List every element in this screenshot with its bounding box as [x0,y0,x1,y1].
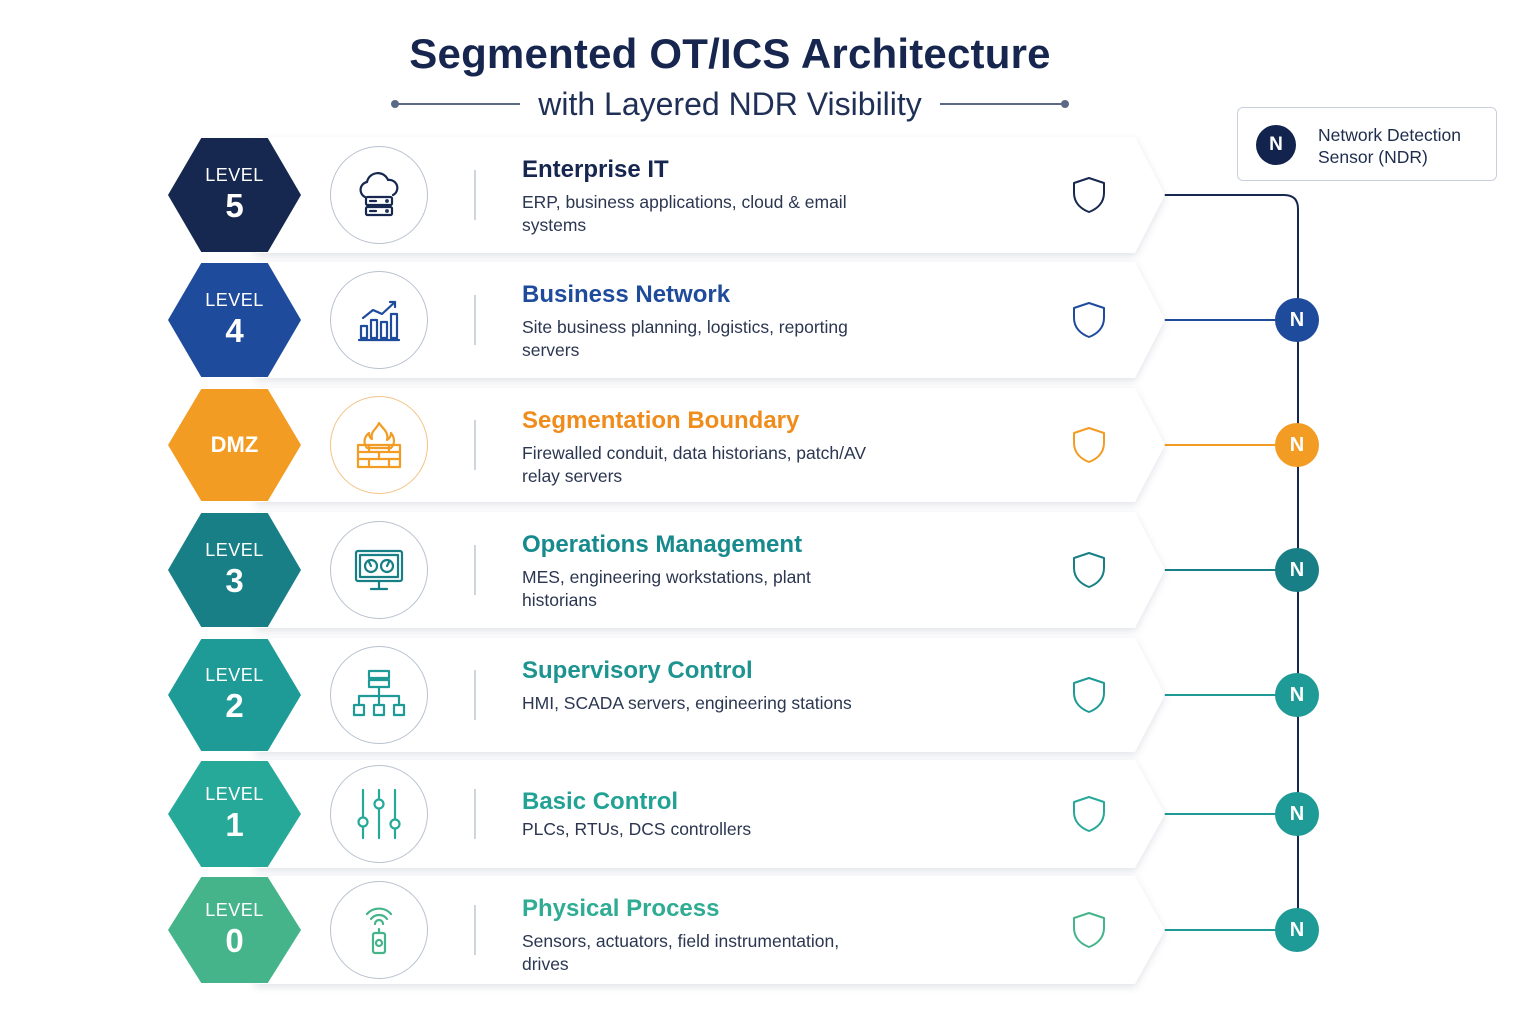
row-divider [474,170,476,220]
hex-level-number: 0 [225,922,244,959]
layer-title: Basic Control [522,788,679,815]
ndr-sensor-node: N [1275,792,1319,836]
shield-icon [1071,426,1107,464]
page-subtitle: with Layered NDR Visibility [538,85,922,122]
layer-row-level-5: LEVEL 5 Enterprise IT ERP, business appli… [0,137,1536,253]
hex-level-label: LEVEL [205,665,264,685]
hex-level-label: LEVEL [205,900,264,920]
layer-description: PLCs, RTUs, DCS controllers [522,819,752,839]
layer-description: MES, engineering workstations, plant his… [522,567,811,610]
layer-row-level-0: LEVEL 0 Physical Process Sensors, actuato… [0,876,1536,984]
layer-description: Site business planning, logistics, repor… [522,317,848,360]
wireless-sensor-icon [330,881,428,979]
row-divider [474,545,476,595]
ndr-sensor-node: N [1275,673,1319,717]
hex-level-number: 1 [225,806,244,843]
ndr-sensor-node: N [1275,548,1319,592]
subtitle-right-rule [939,100,1070,108]
hex-level-number: 4 [225,312,244,349]
shield-icon [1071,911,1107,949]
hex-level-number: 2 [225,687,244,724]
page-title: Segmented OT/ICS Architecture [409,30,1051,77]
layer-description: HMI, SCADA servers, engineering stations [522,693,852,713]
hex-level-label: LEVEL [205,784,264,804]
row-divider [474,295,476,345]
ndr-sensor-node: N [1275,423,1319,467]
layer-description: ERP, business applications, cloud & emai… [522,192,847,235]
ndr-sensor-node: N [1275,908,1319,952]
layer-row-level-2: LEVEL 2 Supervisory Control HMI, SCADA se… [0,638,1536,752]
hex-level-number: 3 [225,562,244,599]
bar-chart-icon [330,271,428,369]
layer-row-level-3: LEVEL 3 Operations Management MES, engine… [0,512,1536,628]
firewall-icon [330,396,428,494]
ndr-sensor-node: N [1275,298,1319,342]
shield-icon [1071,676,1107,714]
row-divider [474,789,476,839]
shield-icon [1071,301,1107,339]
row-divider [474,905,476,955]
row-divider [474,670,476,720]
hex-level-label: LEVEL [205,165,264,185]
layer-title: Enterprise IT [522,156,669,183]
layer-title: Business Network [522,281,731,308]
layer-description: Sensors, actuators, field instrumentatio… [522,931,840,974]
shield-icon [1071,551,1107,589]
layer-hex-badge: LEVEL 2 [168,639,301,751]
subtitle-row: with Layered NDR Visibility [390,82,1070,126]
sliders-icon [330,765,428,863]
layer-row-level-1: LEVEL 1 Basic Control PLCs, RTUs, DCS con… [0,760,1536,868]
legend-label: Network Detection Sensor (NDR) [1318,125,1461,167]
legend-box: N Network Detection Sensor (NDR) [1237,107,1497,181]
layer-title: Segmentation Boundary [522,407,800,434]
cloud-server-icon [330,146,428,244]
layer-title: Operations Management [522,531,803,558]
hierarchy-icon [330,646,428,744]
row-divider [474,420,476,470]
layer-row-dmz: DMZ Segmentation Boundary Firewalled cond… [0,388,1536,502]
monitor-gauges-icon [330,521,428,619]
shield-icon [1071,176,1107,214]
subtitle-left-rule [390,100,521,108]
shield-icon [1071,795,1107,833]
layer-row-level-4: LEVEL 4 Business Network Site business pl… [0,262,1536,378]
layer-title: Supervisory Control [522,657,753,684]
layer-description: Firewalled conduit, data historians, pat… [522,443,867,486]
layer-hex-badge: LEVEL 1 [168,761,301,867]
legend-ndr-badge: N [1256,125,1296,165]
hex-level-number: 5 [225,187,244,224]
hex-dmz-label: DMZ [210,432,259,457]
bus-corner [1283,194,1299,210]
layer-hex-badge: LEVEL 0 [168,877,301,983]
hex-level-label: LEVEL [205,290,264,310]
layer-title: Physical Process [522,895,720,922]
hex-level-label: LEVEL [205,540,264,560]
